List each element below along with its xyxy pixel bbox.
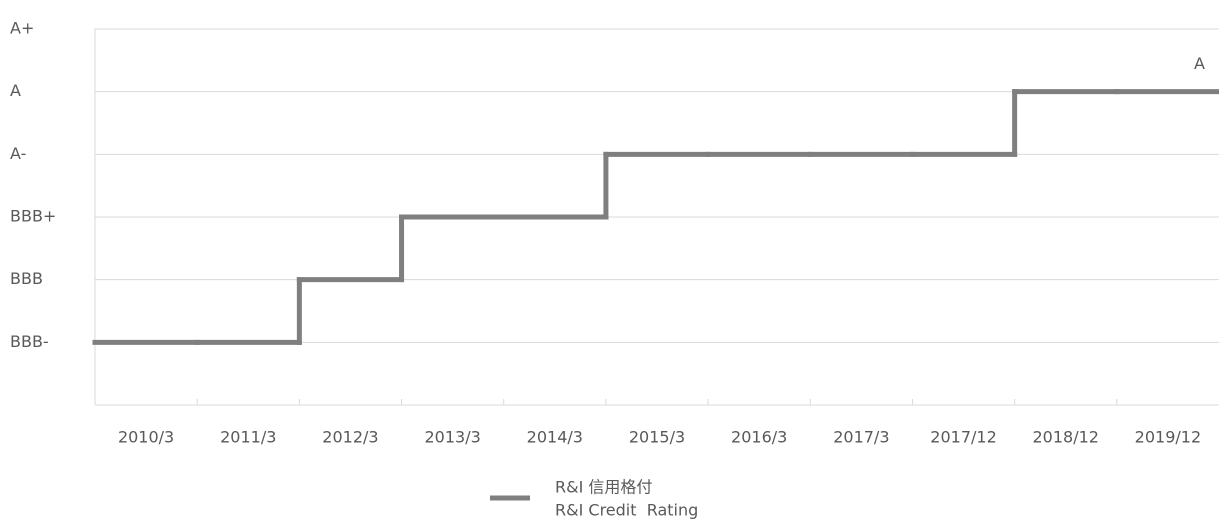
x-tick-label: 2014/3 <box>527 428 583 447</box>
x-tick-label: 2013/3 <box>424 428 480 447</box>
x-tick-label: 2018/12 <box>1032 428 1098 447</box>
data-label: A <box>1194 54 1205 73</box>
x-tick-label: 2011/3 <box>220 428 276 447</box>
y-tick-label: BBB <box>10 269 43 288</box>
y-tick-label: BBB+ <box>10 207 56 226</box>
x-tick-label: 2015/3 <box>629 428 685 447</box>
x-tick-label: 2017/3 <box>833 428 889 447</box>
x-tick-label: 2017/12 <box>930 428 996 447</box>
x-tick-label: 2010/3 <box>118 428 174 447</box>
legend-label: R&I 信用格付 <box>555 478 652 497</box>
y-tick-label: A <box>10 81 21 100</box>
x-tick-label: 2016/3 <box>731 428 787 447</box>
legend-label-en: R&I Credit Rating <box>555 501 698 520</box>
y-tick-label: A- <box>10 144 26 163</box>
y-tick-label: A+ <box>10 19 34 38</box>
x-tick-label: 2019/12 <box>1135 428 1201 447</box>
y-tick-label: BBB- <box>10 332 49 351</box>
x-tick-label: 2012/3 <box>322 428 378 447</box>
